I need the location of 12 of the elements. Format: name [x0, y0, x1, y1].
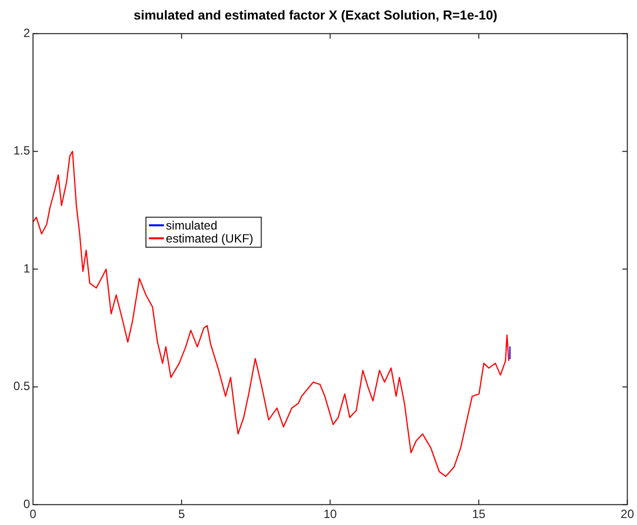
x-tick-label: 5: [178, 507, 186, 522]
y-tick-label: 2: [23, 26, 30, 40]
x-tick-label: 10: [323, 507, 338, 522]
y-tick-label: 0.5: [13, 379, 30, 394]
y-tick-label: 1: [23, 261, 30, 276]
chart-title: simulated and estimated factor X (Exact Solution, R=1e-10): [134, 7, 498, 22]
y-tick-label: 1.5: [13, 144, 30, 158]
legend-label: simulated: [166, 218, 218, 233]
x-tick-label: 15: [472, 507, 486, 522]
legend-label: estimated (UKF): [166, 232, 254, 246]
x-tick-label: 20: [620, 507, 634, 522]
y-tick-label: 0: [23, 496, 30, 511]
